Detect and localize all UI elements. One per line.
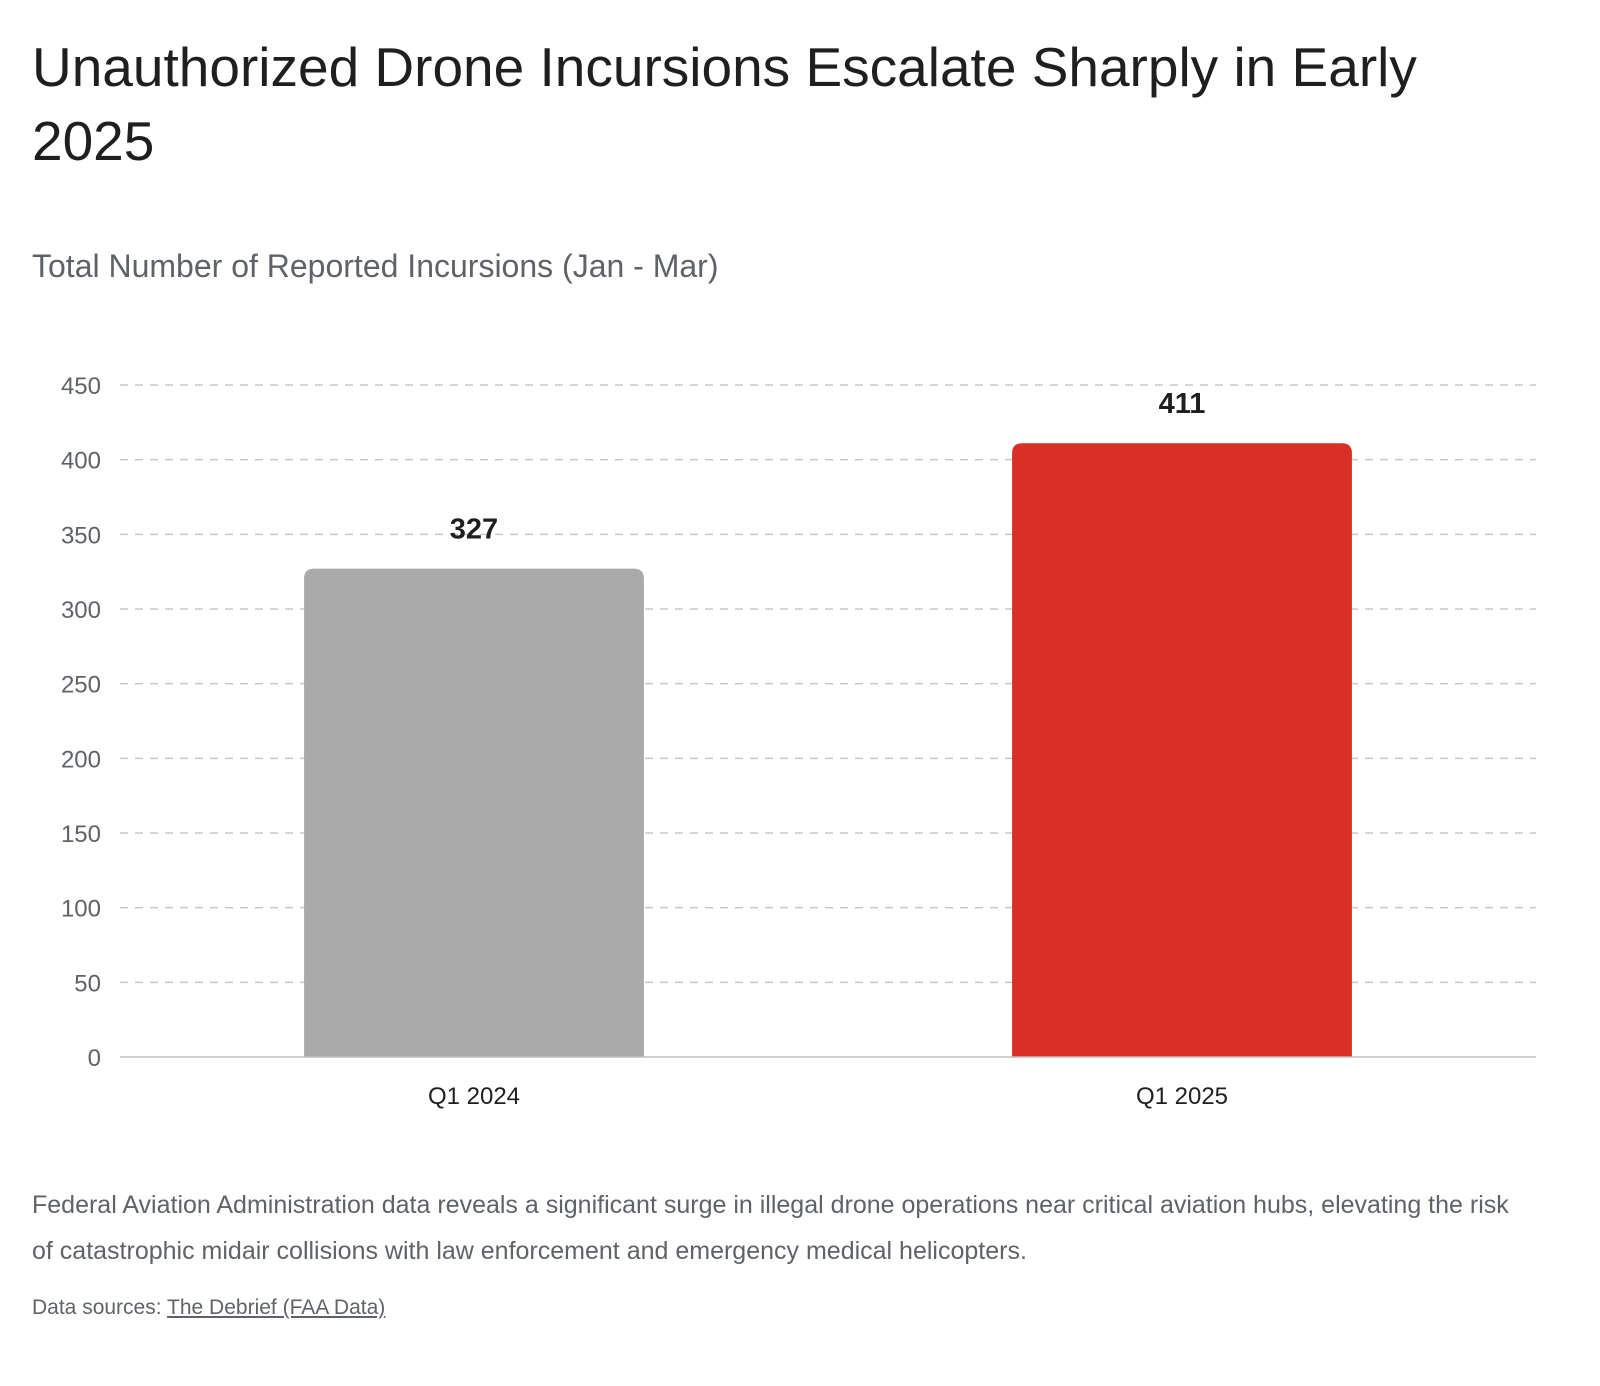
page-title: Unauthorized Drone Incursions Escalate S…	[32, 36, 1417, 172]
y-tick-label: 300	[61, 597, 101, 624]
y-tick-label: 450	[61, 373, 101, 400]
y-tick-label: 150	[61, 821, 101, 848]
y-tick-label: 100	[61, 896, 101, 923]
y-tick-label: 250	[61, 672, 101, 699]
chart-subtitle: Total Number of Reported Incursions (Jan…	[32, 248, 719, 284]
data-label: 411	[1159, 388, 1206, 420]
bar-chart: 0 50 100 150 200 250 300 350 400 450 327 Q1 2024 411…	[61, 373, 1536, 1110]
bar	[304, 568, 644, 1057]
data-label: 327	[450, 514, 498, 546]
data-source: Data sources: The Debrief (FAA Data)	[32, 1296, 385, 1320]
source-prefix: Data sources:	[32, 1296, 162, 1319]
source-link[interactable]: The Debrief (FAA Data)	[167, 1296, 386, 1319]
x-tick-label: Q1 2025	[1136, 1083, 1228, 1110]
y-tick-label: 350	[61, 522, 101, 549]
y-tick-label: 400	[61, 448, 101, 475]
chart-description: Federal Aviation Administration data rev…	[32, 1191, 1509, 1265]
y-tick-label: 0	[88, 1045, 101, 1072]
bar	[1012, 443, 1352, 1057]
y-tick-label: 50	[74, 970, 101, 997]
x-tick-label: Q1 2024	[428, 1083, 520, 1110]
y-tick-label: 200	[61, 746, 101, 773]
